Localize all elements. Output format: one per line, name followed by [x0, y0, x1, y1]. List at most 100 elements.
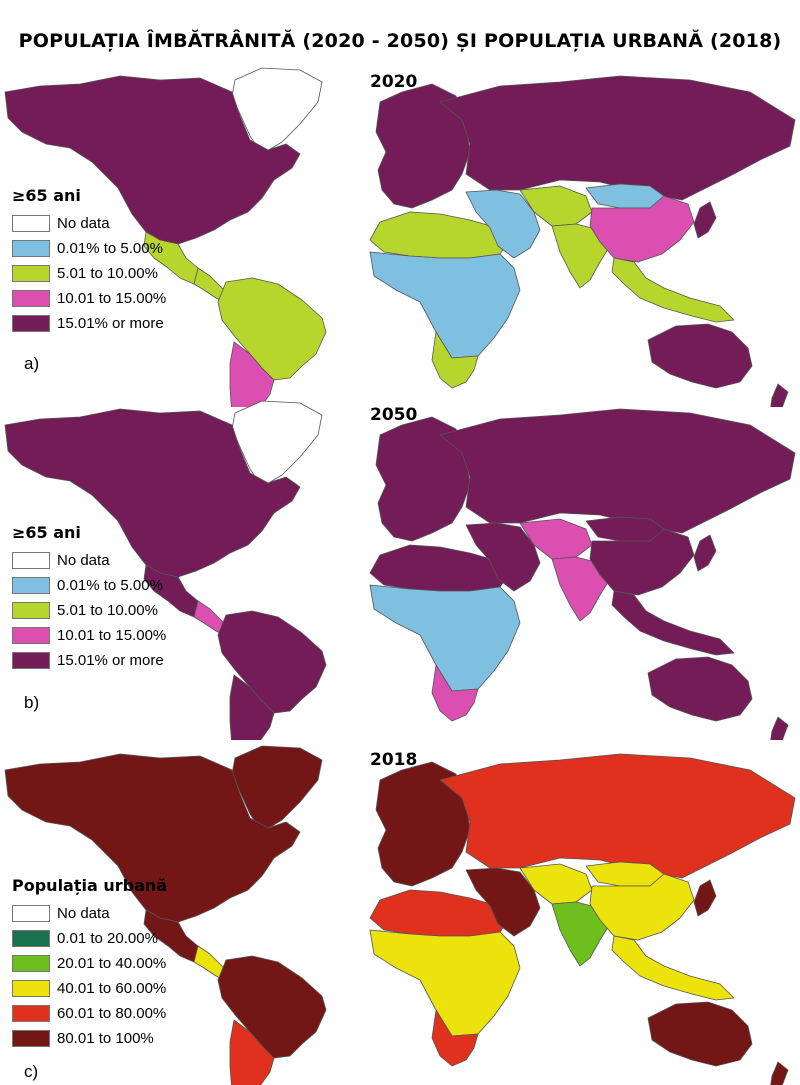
map-panel-2018: 2018 Populația urbană No data 0.01 to 20.00… [0, 740, 800, 1085]
region-oceania [647, 1001, 789, 1085]
legend-swatch [12, 652, 50, 669]
legend-item: 0.01 to 20.00% [12, 926, 167, 951]
legend-item: No data [12, 548, 166, 573]
region-japan [693, 201, 717, 239]
map-year-label: 2020 [370, 72, 418, 92]
legend-label: 0.01% to 5.00% [57, 240, 163, 257]
map-legend: ≥65 ani No data 0.01% to 5.00% 5.01 to 10.0… [12, 186, 166, 336]
region-china [589, 873, 695, 941]
legend-swatch [12, 980, 50, 997]
legend-label: 0.01% to 5.00% [57, 577, 163, 594]
map-legend: ≥65 ani No data 0.01% to 5.00% 5.01 to 10.0… [12, 523, 166, 673]
legend-swatch [12, 1005, 50, 1022]
region-central-asia [519, 185, 593, 227]
legend-item: No data [12, 901, 167, 926]
legend-swatch [12, 905, 50, 922]
region-mongolia [585, 183, 665, 209]
legend-swatch [12, 577, 50, 594]
legend-label: 10.01 to 15.00% [57, 290, 167, 307]
legend-item: 20.01 to 40.00% [12, 951, 167, 976]
region-oceania [647, 323, 789, 407]
region-southern-africa [431, 664, 479, 722]
legend-swatch [12, 290, 50, 307]
map-year-label: 2018 [370, 750, 418, 770]
region-south-asia [551, 556, 611, 622]
legend-label: No data [57, 215, 110, 232]
region-sub-saharan-africa [369, 251, 521, 359]
region-mongolia [585, 516, 665, 542]
legend-swatch [12, 602, 50, 619]
region-southeast-asia [611, 590, 735, 656]
map-panel-2050: 2050 ≥65 ani No data 0.01% to 5.00% 5.01 to … [0, 395, 800, 740]
region-southern-africa [431, 1009, 479, 1067]
legend-label: 40.01 to 60.00% [57, 980, 167, 997]
map-legend: Populația urbană No data 0.01 to 20.00% 20.… [12, 876, 167, 1051]
region-southern-cone [229, 674, 275, 740]
region-southern-africa [431, 331, 479, 389]
region-mongolia [585, 861, 665, 887]
page-title: POPULAȚIA ÎMBĂTRÂNITĂ (2020 - 2050) ȘI P… [18, 30, 782, 52]
region-southeast-asia [611, 257, 735, 323]
panel-letter: a) [24, 354, 40, 373]
region-south-america [217, 277, 327, 381]
legend-swatch [12, 1030, 50, 1047]
legend-swatch [12, 627, 50, 644]
world-map [4, 745, 796, 1085]
legend-swatch [12, 240, 50, 257]
legend-swatch [12, 265, 50, 282]
legend-swatch [12, 955, 50, 972]
legend-title: ≥65 ani [12, 186, 81, 205]
region-middle-east [465, 867, 541, 937]
region-central-asia [519, 518, 593, 560]
legend-label: 80.01 to 100% [57, 1030, 154, 1047]
region-south-america [217, 610, 327, 714]
legend-label: 60.01 to 80.00% [57, 1005, 167, 1022]
legend-item: 40.01 to 60.00% [12, 976, 167, 1001]
region-europe [375, 416, 471, 542]
region-russia [439, 753, 796, 879]
region-oceania [647, 656, 789, 740]
map-panel-2020: 2020 ≥65 ani No data 0.01% to 5.00% 5.01 to … [0, 62, 800, 407]
legend-label: 10.01 to 15.00% [57, 627, 167, 644]
world-map [4, 400, 796, 740]
legend-label: No data [57, 552, 110, 569]
legend-label: 20.01 to 40.00% [57, 955, 167, 972]
region-north-america [4, 753, 301, 923]
map-year-label: 2050 [370, 405, 418, 425]
legend-swatch [12, 315, 50, 332]
region-south-asia [551, 223, 611, 289]
region-north-america [4, 75, 301, 245]
panel-letter: b) [24, 693, 40, 712]
panel-letter: c) [24, 1062, 39, 1081]
legend-label: 0.01 to 20.00% [57, 930, 158, 947]
legend-title: ≥65 ani [12, 523, 81, 542]
legend-item: 0.01% to 5.00% [12, 573, 166, 598]
legend-item: 5.01 to 10.00% [12, 261, 166, 286]
region-southeast-asia [611, 935, 735, 1001]
region-china [589, 195, 695, 263]
region-europe [375, 83, 471, 209]
legend-label: No data [57, 905, 110, 922]
region-middle-east [465, 522, 541, 592]
legend-label: 5.01 to 10.00% [57, 265, 158, 282]
legend-item: 60.01 to 80.00% [12, 1001, 167, 1026]
legend-label: 15.01% or more [57, 315, 164, 332]
legend-swatch [12, 215, 50, 232]
legend-item: 0.01% to 5.00% [12, 236, 166, 261]
legend-title: Populația urbană [12, 876, 168, 895]
region-south-america [217, 955, 327, 1059]
region-southern-cone [229, 1019, 275, 1085]
legend-label: 15.01% or more [57, 652, 164, 669]
region-southern-cone [229, 341, 275, 407]
region-russia [439, 75, 796, 201]
legend-item: No data [12, 211, 166, 236]
region-china [589, 528, 695, 596]
legend-item: 15.01% or more [12, 311, 166, 336]
region-north-america [4, 408, 301, 578]
legend-item: 80.01 to 100% [12, 1026, 167, 1051]
region-sub-saharan-africa [369, 929, 521, 1037]
legend-label: 5.01 to 10.00% [57, 602, 158, 619]
legend-item: 10.01 to 15.00% [12, 623, 166, 648]
legend-swatch [12, 930, 50, 947]
legend-item: 10.01 to 15.00% [12, 286, 166, 311]
